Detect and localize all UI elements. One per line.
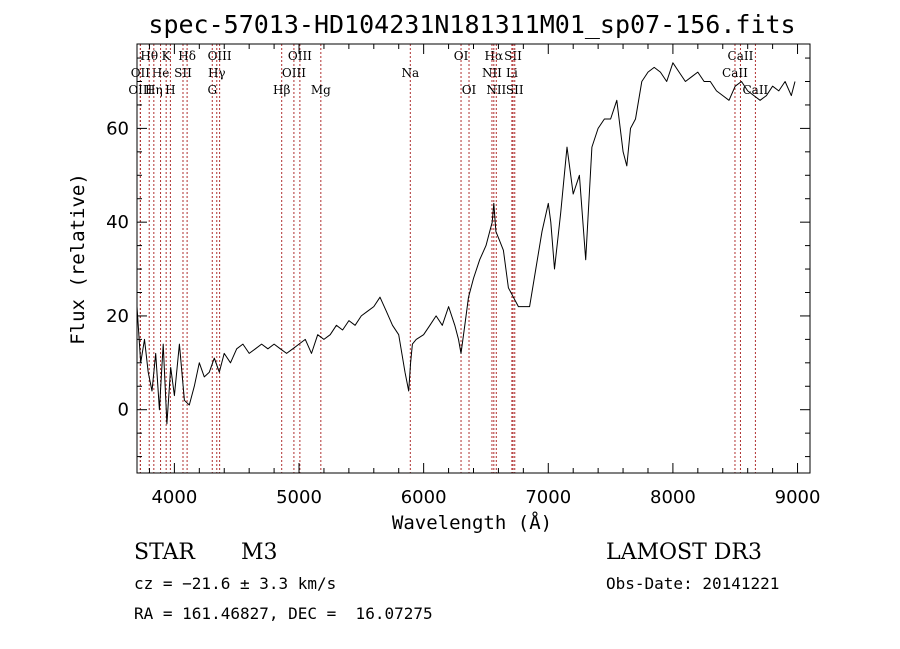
marker-label: OIII (128, 83, 152, 97)
y-axis-label: Flux (relative) (67, 173, 89, 345)
y-tick-label: 0 (118, 400, 129, 421)
marker-label: Hθ (140, 49, 158, 63)
marker-label: CaII (742, 83, 768, 97)
x-tick-label: 7000 (525, 487, 571, 508)
marker-label: OIII (282, 66, 306, 80)
marker-label: Mg (311, 83, 331, 97)
marker-label: H (165, 83, 175, 97)
marker-label: SII (504, 49, 522, 63)
x-tick-label: 8000 (650, 487, 696, 508)
marker-label: Hβ (273, 83, 290, 97)
redshift-cz: cz = −21.6 ± 3.3 km/s (134, 574, 337, 593)
marker-label: NII (482, 66, 502, 80)
marker-label: NII (486, 83, 506, 97)
marker-label: OI (462, 83, 477, 97)
x-tick-label: 5000 (276, 487, 322, 508)
x-tick-label: 9000 (775, 487, 821, 508)
survey-name: LAMOST DR3 (606, 540, 762, 565)
marker-label: OI (454, 49, 469, 63)
chart-title: spec-57013-HD104231N181311M01_sp07-156.f… (148, 10, 795, 39)
y-tick-label: 40 (106, 212, 129, 233)
plot-frame (136, 43, 811, 474)
y-tick-label: 20 (106, 306, 129, 327)
marker-label: CaII (728, 49, 754, 63)
marker-label: Hα (485, 49, 504, 63)
object-class: STAR (134, 540, 195, 565)
ra-dec: RA = 161.46827, DEC = 16.07275 (134, 604, 433, 623)
marker-label: SII (174, 66, 192, 80)
marker-label: OIII (288, 49, 312, 63)
marker-label: He (152, 66, 170, 80)
marker-label: Li (506, 66, 518, 80)
marker-label: K (162, 49, 172, 63)
marker-label: OIII (208, 49, 232, 63)
marker-label: Na (401, 66, 419, 80)
x-tick-label: 4000 (151, 487, 197, 508)
y-tick-label: 60 (106, 118, 129, 139)
marker-label: Hη (145, 83, 163, 97)
x-tick-label: 6000 (401, 487, 447, 508)
marker-label: G (207, 83, 217, 97)
spectrum-line (136, 62, 796, 425)
marker-label: Hδ (178, 49, 196, 63)
object-subclass: M3 (241, 540, 278, 565)
observation-date: Obs-Date: 20141221 (606, 574, 780, 593)
marker-label: CaII (722, 66, 748, 80)
marker-label: Hγ (208, 66, 226, 80)
plot-area (136, 62, 796, 425)
axis-ticks: 4000 5000 6000 7000 8000 9000 0 20 40 60 (106, 44, 820, 508)
marker-label: SII (506, 83, 524, 97)
x-axis-label: Wavelength (Å) (392, 511, 552, 534)
